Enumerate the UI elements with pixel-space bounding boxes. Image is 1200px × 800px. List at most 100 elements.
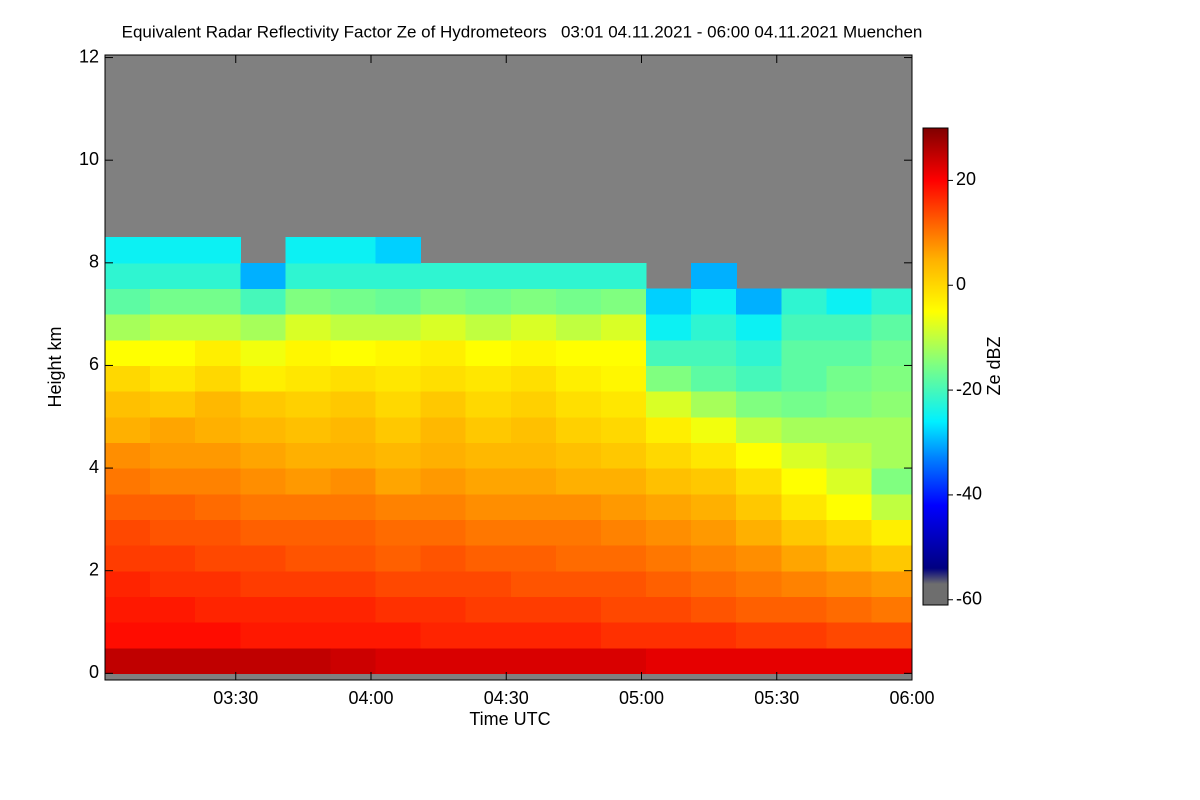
- heatmap-cell: [871, 545, 912, 572]
- heatmap-cell: [195, 519, 241, 546]
- colorbar-tick-label: 20: [956, 169, 976, 189]
- heatmap-cell: [691, 468, 737, 495]
- heatmap-cell: [285, 468, 332, 495]
- x-tick-label: 03:30: [213, 688, 258, 708]
- heatmap-cell: [826, 416, 873, 444]
- heatmap-cell: [510, 622, 557, 649]
- heatmap-cell: [420, 314, 467, 341]
- heatmap-cell: [871, 339, 912, 367]
- heatmap-cell: [781, 570, 827, 597]
- heatmap-cell: [240, 519, 286, 546]
- heatmap-cell: [736, 288, 782, 315]
- heatmap-cell: [555, 519, 602, 546]
- heatmap-cell: [330, 493, 377, 520]
- heatmap-cell: [826, 622, 873, 649]
- heatmap-cell: [646, 493, 692, 520]
- heatmap-cell: [195, 596, 241, 623]
- heatmap-cell: [105, 596, 151, 623]
- heatmap-cell: [195, 570, 241, 597]
- heatmap-cell: [510, 647, 557, 674]
- heatmap-cell: [510, 314, 557, 341]
- heatmap-cell: [871, 570, 912, 597]
- heatmap-cell: [330, 339, 377, 367]
- y-tick-label: 4: [89, 457, 99, 477]
- heatmap-cell: [646, 545, 692, 572]
- heatmap-cell: [285, 237, 332, 264]
- heatmap-cell: [330, 442, 377, 469]
- heatmap-cell: [781, 314, 827, 341]
- heatmap-cell: [600, 519, 647, 546]
- heatmap-cell: [691, 339, 737, 367]
- heatmap-cell: [375, 237, 422, 264]
- heatmap-cell: [285, 493, 332, 520]
- heatmap-cell: [781, 468, 827, 495]
- heatmap-cell: [105, 622, 151, 649]
- heatmap-cell: [420, 391, 467, 418]
- heatmap-cell: [330, 519, 377, 546]
- heatmap-cell: [150, 339, 196, 367]
- heatmap-cell: [826, 442, 873, 469]
- heatmap-cell: [691, 416, 737, 444]
- heatmap-cell: [736, 391, 782, 418]
- heatmap-cell: [691, 262, 737, 290]
- heatmap-cell: [600, 545, 647, 572]
- heatmap-cell: [781, 416, 827, 444]
- heatmap-cell: [691, 570, 737, 597]
- heatmap-cell: [646, 647, 692, 674]
- heatmap-cell: [781, 288, 827, 315]
- heatmap-cell: [736, 416, 782, 444]
- heatmap-cell: [285, 596, 332, 623]
- heatmap-cell: [781, 622, 827, 649]
- heatmap-cell: [465, 365, 512, 392]
- x-tick-label: 04:00: [348, 688, 393, 708]
- heatmap-cell: [195, 314, 241, 341]
- heatmap-cell: [871, 647, 912, 674]
- heatmap-cell: [105, 237, 151, 264]
- heatmap-cell: [736, 365, 782, 392]
- heatmap-cell: [646, 416, 692, 444]
- heatmap-cell: [105, 262, 151, 290]
- heatmap-cell: [105, 570, 151, 597]
- heatmap-cell: [195, 365, 241, 392]
- heatmap-cell: [600, 570, 647, 597]
- x-tick-label: 04:30: [484, 688, 529, 708]
- heatmap-cell: [691, 493, 737, 520]
- heatmap-cell: [871, 519, 912, 546]
- heatmap-cell: [150, 314, 196, 341]
- y-tick-label: 12: [79, 46, 99, 66]
- heatmap-cell: [150, 468, 196, 495]
- x-tick-label: 06:00: [889, 688, 934, 708]
- heatmap-cell: [691, 647, 737, 674]
- plot-frame: [104, 54, 913, 681]
- heatmap-cell: [105, 468, 151, 495]
- heatmap: [105, 237, 912, 674]
- heatmap-cell: [150, 442, 196, 469]
- heatmap-cell: [150, 237, 196, 264]
- heatmap-cell: [736, 339, 782, 367]
- heatmap-cell: [150, 288, 196, 315]
- heatmap-cell: [420, 545, 467, 572]
- heatmap-cell: [646, 622, 692, 649]
- heatmap-cell: [375, 622, 422, 649]
- heatmap-cell: [285, 365, 332, 392]
- heatmap-cell: [691, 519, 737, 546]
- heatmap-cell: [195, 262, 241, 290]
- heatmap-cell: [420, 570, 467, 597]
- heatmap-cell: [555, 493, 602, 520]
- heatmap-cell: [781, 339, 827, 367]
- heatmap-cell: [510, 519, 557, 546]
- heatmap-cell: [375, 493, 422, 520]
- heatmap-cell: [600, 262, 647, 290]
- heatmap-cell: [826, 519, 873, 546]
- heatmap-cell: [510, 545, 557, 572]
- colorbar-tick-label: -20: [956, 379, 982, 399]
- heatmap-cell: [555, 442, 602, 469]
- heatmap-cell: [150, 493, 196, 520]
- heatmap-cell: [600, 314, 647, 341]
- heatmap-cell: [240, 416, 286, 444]
- heatmap-cell: [240, 365, 286, 392]
- heatmap-cell: [871, 596, 912, 623]
- heatmap-cell: [105, 493, 151, 520]
- heatmap-cell: [646, 391, 692, 418]
- heatmap-cell: [871, 468, 912, 495]
